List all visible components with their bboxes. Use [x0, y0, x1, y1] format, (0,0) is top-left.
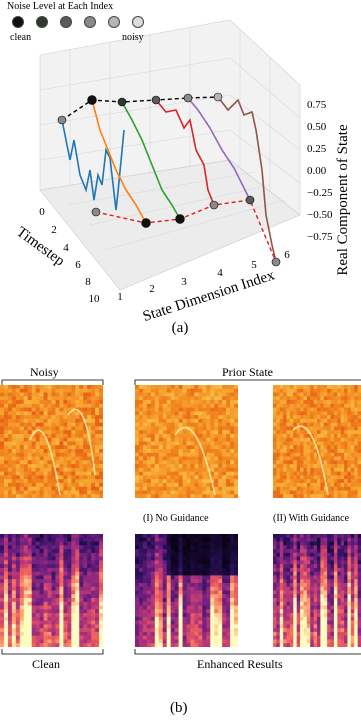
top-dashed-line	[61, 96, 219, 121]
z-tick-6: −0.50	[307, 209, 333, 221]
prior-state-label: Prior State	[222, 365, 273, 379]
z-tick-7: −0.75	[307, 231, 333, 243]
z-tick-3: 0.25	[307, 143, 327, 155]
legend-dot-4	[84, 16, 96, 28]
noisy-spectrogram	[0, 385, 103, 498]
series-line-1	[61, 119, 125, 211]
legend-noisy-label: noisy	[122, 32, 144, 43]
legend-dot-6	[132, 16, 144, 28]
prior-bracket	[134, 379, 361, 385]
with-guidance-label: (II) With Guidance	[273, 513, 350, 524]
t-axis-label: Timestep	[13, 224, 67, 269]
x-tick-6: 6	[284, 249, 290, 261]
z-tick-2: 0.50	[307, 121, 327, 133]
clean-spectrogram	[0, 534, 103, 647]
legend-dot-5	[108, 16, 120, 28]
series-line-4	[155, 99, 215, 206]
legend-dot-2	[36, 16, 48, 28]
t-tick-1: 0	[39, 206, 45, 218]
series-line-3	[121, 101, 181, 220]
prior-spectrogram-1	[135, 385, 238, 498]
prior-spectrogram-2	[273, 385, 361, 498]
x-axis-ticks: 1 2 3 4 5 6	[117, 249, 290, 303]
bottom-dashed-line	[95, 199, 277, 263]
caption-a: (a)	[172, 320, 189, 336]
z-tick-1: 0.75	[307, 99, 327, 111]
t-tick-6: 10	[89, 293, 101, 305]
legend-clean-label: clean	[10, 32, 32, 43]
endpoint-markers	[57, 92, 281, 267]
series-line-5	[187, 97, 251, 201]
x-tick-1: 1	[117, 291, 123, 303]
legend-title: Noise Level at Each Index	[7, 1, 114, 12]
clean-bracket	[1, 649, 104, 655]
enhanced-with-guidance-spectrogram	[273, 534, 361, 647]
x-tick-2: 2	[149, 283, 155, 295]
caption-b: (b)	[170, 700, 188, 716]
enhanced-label: Enhanced Results	[197, 657, 283, 671]
z-tick-4: 0.00	[307, 165, 327, 177]
x-tick-5: 5	[251, 259, 257, 271]
z-axis-ticks: 0.75 0.50 0.25 0.00 −0.25 −0.50 −0.75	[307, 99, 333, 243]
series-lines	[61, 96, 277, 263]
legend-dots	[12, 16, 152, 30]
x-axis-label: State Dimension Index	[141, 267, 277, 325]
no-guidance-label: (I) No Guidance	[143, 513, 209, 524]
t-tick-5: 8	[85, 276, 91, 288]
panel-a-3d-plot: 0.75 0.50 0.25 0.00 −0.25 −0.50 −0.75 1 2 3 4 5 6 0…	[13, 19, 351, 336]
enhanced-bracket	[134, 649, 361, 655]
legend-dot-3	[60, 16, 72, 28]
series-line-2	[91, 99, 147, 224]
z-tick-5: −0.25	[307, 187, 333, 199]
series-line-6	[217, 96, 277, 263]
noisy-bracket	[1, 379, 104, 385]
t-tick-4: 6	[75, 259, 81, 271]
t-tick-3: 4	[63, 242, 69, 254]
legend-dot-1	[12, 16, 24, 28]
enhanced-no-guidance-spectrogram	[135, 534, 238, 647]
x-tick-3: 3	[181, 276, 187, 288]
z-axis-label: Real Component of State	[335, 124, 351, 276]
t-tick-2: 2	[51, 224, 57, 236]
noisy-label: Noisy	[30, 365, 59, 379]
clean-label: Clean	[32, 657, 60, 671]
x-tick-4: 4	[217, 267, 223, 279]
